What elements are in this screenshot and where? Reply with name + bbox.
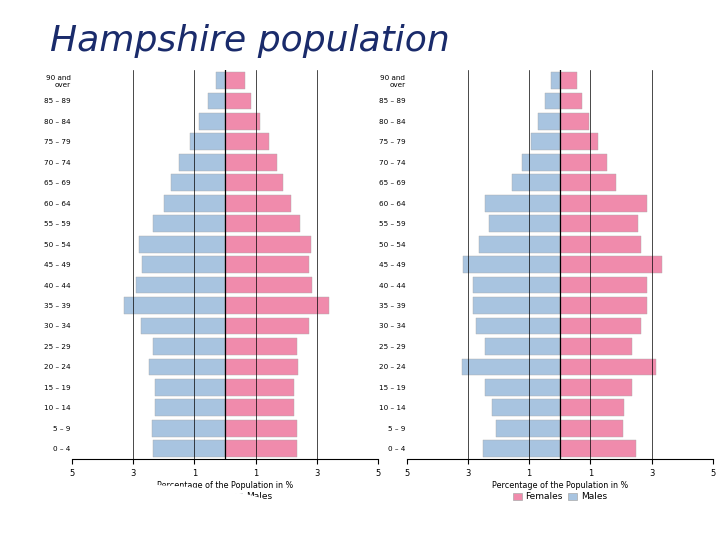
Bar	[225, 276, 312, 293]
Bar	[155, 379, 225, 396]
Bar	[560, 297, 647, 314]
Bar	[492, 400, 560, 416]
Bar	[225, 113, 260, 130]
Bar	[225, 195, 291, 212]
Bar	[560, 256, 662, 273]
Bar	[560, 379, 631, 396]
Bar	[479, 236, 560, 253]
Bar	[560, 276, 647, 293]
Bar	[476, 318, 560, 334]
Bar	[124, 297, 225, 314]
Bar	[560, 441, 636, 457]
X-axis label: Percentage of the Population in %: Percentage of the Population in %	[157, 481, 293, 489]
Bar	[560, 420, 623, 437]
Bar	[472, 297, 560, 314]
Bar	[164, 195, 225, 212]
Legend: Females, Males: Females, Males	[174, 489, 276, 505]
Text: Hampshire population: Hampshire population	[50, 24, 450, 58]
Bar	[152, 420, 225, 437]
Bar	[544, 92, 560, 109]
Bar	[560, 113, 589, 130]
Bar	[462, 359, 560, 375]
Bar	[225, 92, 251, 109]
Bar	[225, 72, 245, 89]
Bar	[171, 174, 225, 191]
Bar	[225, 174, 283, 191]
Bar	[179, 154, 225, 171]
Bar	[551, 72, 560, 89]
Bar	[225, 256, 309, 273]
Bar	[225, 297, 329, 314]
Bar	[208, 92, 225, 109]
Bar	[521, 154, 560, 171]
Bar	[225, 359, 299, 375]
Bar	[560, 400, 624, 416]
Bar	[225, 420, 297, 437]
Bar	[485, 195, 560, 212]
Text: County Council: County Council	[83, 511, 151, 520]
Bar	[143, 256, 225, 273]
Bar	[153, 441, 225, 457]
Bar	[225, 400, 294, 416]
Bar	[472, 276, 560, 293]
Bar	[538, 113, 560, 130]
Bar	[560, 338, 631, 355]
Bar	[148, 359, 225, 375]
X-axis label: Percentage of the Population in %: Percentage of the Population in %	[492, 481, 628, 489]
Bar	[531, 133, 560, 150]
Bar	[560, 195, 647, 212]
Bar	[483, 441, 560, 457]
Bar	[513, 174, 560, 191]
Bar	[560, 72, 577, 89]
Text: Hampshire: Hampshire	[83, 487, 146, 497]
Bar	[199, 113, 225, 130]
Bar	[560, 236, 641, 253]
Legend: Females, Males: Females, Males	[509, 489, 611, 505]
Bar	[495, 420, 560, 437]
Bar	[490, 215, 560, 232]
Bar	[560, 174, 616, 191]
Bar	[485, 379, 560, 396]
Bar	[225, 318, 309, 334]
Bar	[485, 338, 560, 355]
Bar	[155, 400, 225, 416]
Text: Source: 2001 Census and 2011 Census: Source: 2001 Census and 2011 Census	[272, 501, 448, 509]
Bar	[560, 318, 641, 334]
Bar	[560, 92, 582, 109]
Bar	[225, 236, 311, 253]
Bar	[216, 72, 225, 89]
Bar	[560, 359, 656, 375]
Bar	[136, 276, 225, 293]
Bar	[153, 215, 225, 232]
Bar	[190, 133, 225, 150]
Circle shape	[0, 482, 270, 528]
Bar	[140, 236, 225, 253]
Bar	[141, 318, 225, 334]
Bar	[464, 256, 560, 273]
Bar	[560, 215, 638, 232]
Bar	[225, 379, 294, 396]
Bar	[225, 338, 297, 355]
Bar	[560, 133, 598, 150]
Bar	[153, 338, 225, 355]
Bar	[225, 441, 297, 457]
Bar	[560, 154, 607, 171]
Bar	[225, 154, 277, 171]
Bar	[225, 133, 269, 150]
Bar	[225, 215, 300, 232]
